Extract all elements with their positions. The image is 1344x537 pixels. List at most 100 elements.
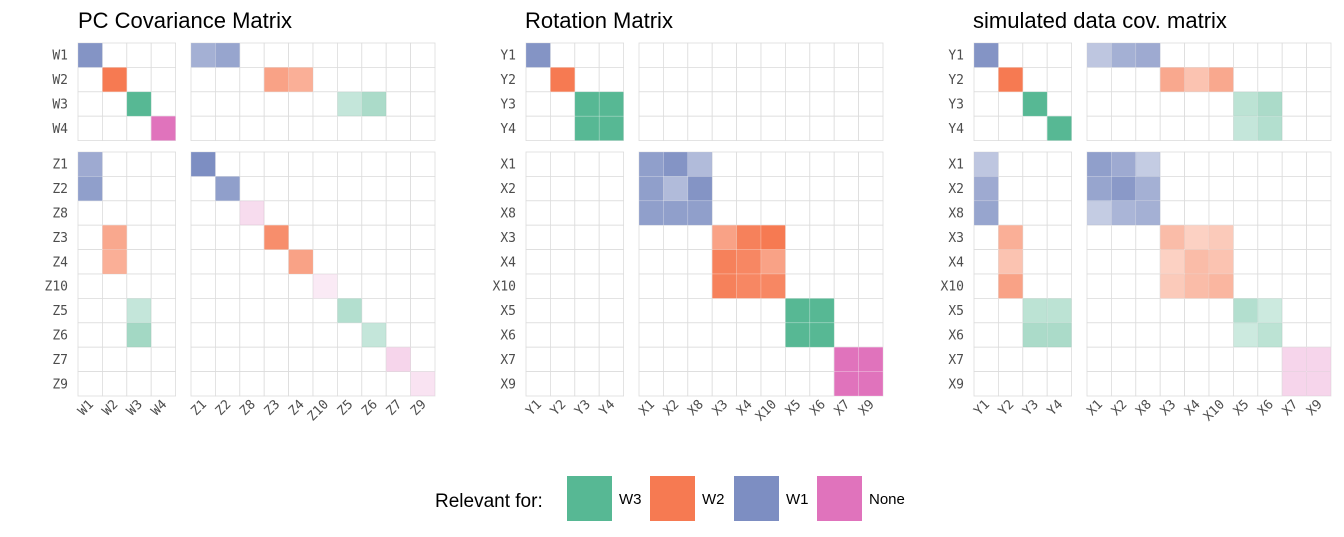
grid-cell	[1135, 91, 1161, 117]
grid-cell	[1111, 371, 1137, 397]
grid-cell	[361, 200, 387, 226]
grid-cell	[711, 42, 738, 68]
grid-cell	[336, 346, 363, 373]
row-label: X3	[948, 231, 964, 246]
grid-cell	[598, 371, 625, 397]
heatmap-cell-y4-x5	[1233, 115, 1259, 141]
grid-cell	[1208, 346, 1234, 373]
grid-cell	[574, 175, 600, 202]
grid-cell	[638, 371, 664, 397]
grid-cell	[858, 273, 884, 299]
heatmap-cell-y4-x6	[1257, 115, 1283, 141]
grid-cell	[1281, 249, 1307, 275]
column-label: Z10	[305, 397, 332, 424]
panel-title: PC Covariance Matrix	[78, 8, 292, 33]
grid-cell	[214, 297, 241, 324]
column-label: X7	[832, 397, 854, 419]
grid-cell	[598, 200, 625, 226]
heatmap-cell-x8-x8	[1135, 200, 1161, 226]
grid-cell	[150, 175, 176, 202]
row-label: Y4	[500, 122, 516, 137]
grid-cell	[1257, 322, 1283, 348]
grid-cell	[239, 151, 265, 177]
grid-cell	[361, 224, 387, 250]
grid-cell	[574, 273, 600, 299]
grid-cell	[1086, 115, 1112, 141]
grid-cell	[525, 115, 551, 141]
grid-cell	[1257, 151, 1283, 177]
grid-cell	[214, 273, 241, 299]
row-label: Z5	[52, 304, 68, 319]
heatmap-cell-z5-z5	[337, 298, 363, 324]
grid-cell	[190, 67, 216, 93]
heatmap-cell-z2-w1	[77, 176, 103, 202]
grid-cell	[998, 91, 1024, 117]
grid-cell	[336, 67, 363, 93]
grid-cell	[150, 91, 176, 117]
row-label: Z8	[52, 207, 68, 222]
grid-cell	[760, 175, 786, 202]
grid-cell	[687, 115, 713, 141]
grid-cell	[760, 297, 786, 324]
grid-cell	[1086, 297, 1112, 324]
grid-cell	[1159, 175, 1185, 202]
grid-cell	[312, 249, 338, 275]
grid-cell	[126, 273, 152, 299]
grid-cell	[288, 224, 314, 250]
grid-cell	[263, 151, 290, 177]
row-label: X4	[500, 255, 516, 270]
heatmap-cell-z7-z7	[385, 346, 411, 372]
grid-cell	[102, 371, 128, 397]
grid-cell	[1135, 115, 1161, 141]
grid-cell	[711, 151, 738, 177]
grid-cell	[102, 322, 128, 348]
grid-cell	[312, 67, 338, 93]
grid-cell	[598, 175, 625, 202]
grid-cell	[361, 249, 387, 275]
grid-cell	[1233, 371, 1259, 397]
column-label: X4	[1182, 397, 1204, 419]
column-label: X3	[710, 397, 732, 419]
heatmap-cell-x8-x2	[1111, 200, 1137, 226]
grid-cell	[833, 273, 860, 299]
row-label: Z4	[52, 255, 68, 270]
grid-cell	[663, 224, 689, 250]
grid-cell	[858, 322, 884, 348]
grid-cell	[1306, 42, 1332, 68]
grid-cell	[190, 371, 216, 397]
column-label: Z3	[262, 397, 284, 419]
grid-cell	[361, 346, 387, 373]
column-label: Y1	[971, 397, 993, 419]
heatmap-cell-x4-x3	[1159, 249, 1185, 275]
column-label: W2	[100, 397, 122, 419]
grid-cell	[973, 273, 999, 299]
grid-cell	[1281, 67, 1307, 93]
grid-cell	[525, 297, 551, 324]
heatmap-cell-x10-x10	[1208, 273, 1234, 299]
column-label: X6	[807, 397, 829, 419]
grid-cell	[1257, 224, 1283, 250]
grid-cell	[1086, 91, 1112, 117]
row-label: Z6	[52, 329, 68, 344]
legend-swatch-none	[817, 476, 862, 521]
grid-cell	[858, 91, 884, 117]
grid-cell	[150, 322, 176, 348]
grid-cell	[239, 273, 265, 299]
grid-cell	[126, 115, 152, 141]
grid-cell	[410, 151, 436, 177]
column-label: X2	[1109, 397, 1131, 419]
heatmap-cell-x8-y1	[973, 200, 999, 226]
grid-cell	[150, 346, 176, 373]
grid-cell	[663, 42, 689, 68]
grid-cell	[1208, 42, 1234, 68]
heatmap-cell-y4-y4	[1046, 115, 1072, 141]
grid-cell	[239, 224, 265, 250]
grid-cell	[687, 273, 713, 299]
grid-cell	[385, 67, 412, 93]
grid-cell	[998, 249, 1024, 275]
grid-cell	[687, 224, 713, 250]
grid-cell	[638, 42, 664, 68]
heatmap-cell-z4-z4	[288, 249, 314, 275]
grid-cell	[1306, 346, 1332, 373]
grid-cell	[1257, 249, 1283, 275]
